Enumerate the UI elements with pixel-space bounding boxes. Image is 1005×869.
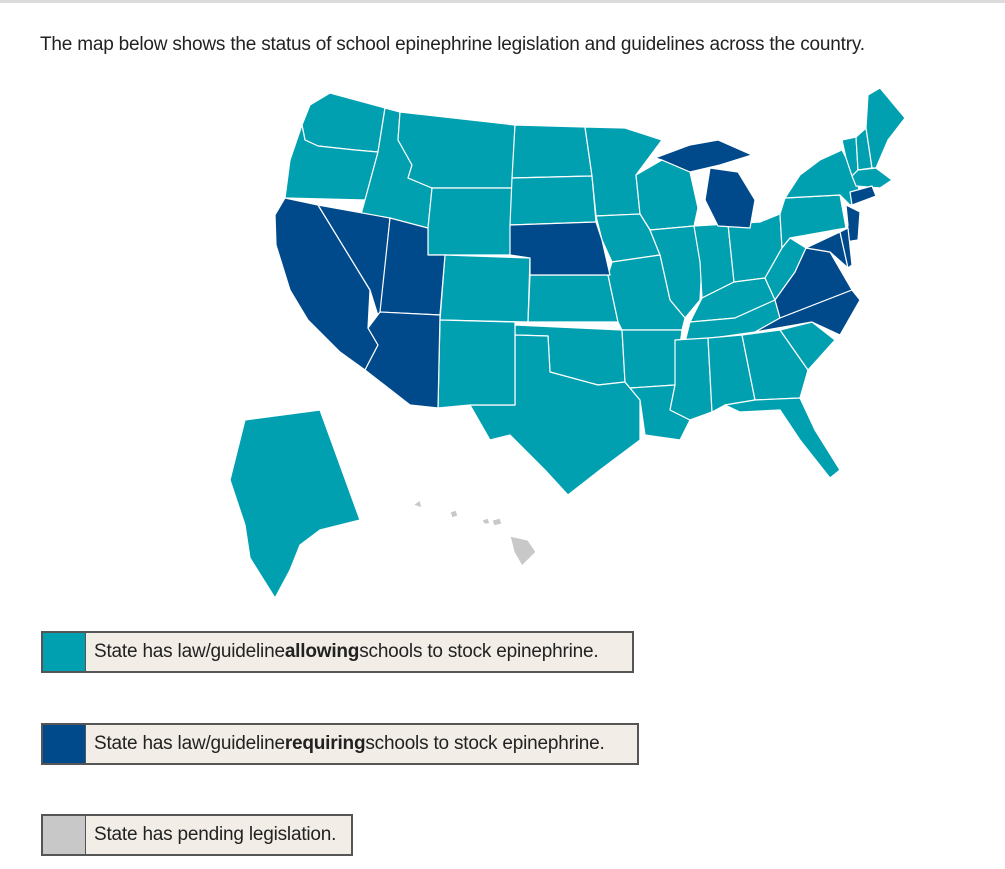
legend-allowing: State has law/guideline allowing schools…	[41, 631, 634, 673]
state-CT[interactable]	[849, 185, 877, 206]
state-ND[interactable]	[511, 124, 593, 179]
state-SD[interactable]	[509, 175, 597, 226]
state-WA[interactable]	[301, 92, 386, 153]
state-FL[interactable]	[724, 397, 841, 479]
state-AK[interactable]	[229, 409, 361, 599]
state-AZ[interactable]	[364, 311, 441, 409]
state-MI-upper[interactable]	[654, 139, 753, 173]
state-CO[interactable]	[439, 254, 531, 323]
state-DE[interactable]	[839, 227, 853, 269]
state-HI[interactable]	[412, 499, 537, 567]
state-MA[interactable]	[851, 167, 893, 189]
legend-pending: State has pending legislation.	[41, 814, 353, 856]
state-GA[interactable]	[741, 329, 809, 401]
legend-label-pending: State has pending legislation.	[94, 824, 337, 845]
legend-label-requiring: State has law/guideline requiring school…	[94, 733, 605, 754]
legend-swatch-requiring	[43, 725, 86, 763]
state-NE[interactable]	[509, 221, 611, 276]
state-KS[interactable]	[527, 274, 619, 323]
legend-requiring: State has law/guideline requiring school…	[41, 723, 639, 765]
top-divider	[0, 0, 1005, 3]
state-ME[interactable]	[865, 87, 906, 169]
state-MS[interactable]	[669, 337, 713, 421]
state-AR[interactable]	[621, 329, 683, 389]
legend-swatch-allowing	[43, 633, 86, 671]
state-WY[interactable]	[427, 187, 513, 256]
legend-swatch-pending	[43, 816, 86, 854]
state-NC[interactable]	[754, 289, 861, 336]
state-NM[interactable]	[437, 319, 516, 409]
state-SC[interactable]	[779, 321, 836, 371]
state-MI-lower[interactable]	[704, 167, 756, 229]
legend-label-allowing: State has law/guideline allowing schools…	[94, 641, 599, 662]
state-MT[interactable]	[397, 111, 516, 189]
us-map	[229, 87, 906, 599]
intro-text: The map below shows the status of school…	[40, 34, 865, 55]
